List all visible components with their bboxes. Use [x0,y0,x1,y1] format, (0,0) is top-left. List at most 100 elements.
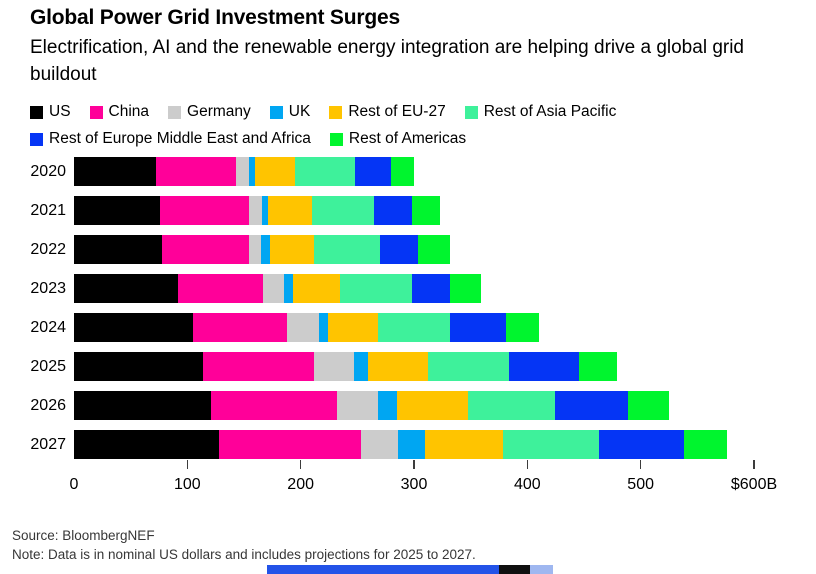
bar-segment-rest-of-europe-middle-east-and-africa [374,196,412,225]
bar-segment-rest-of-eu-27 [270,235,315,264]
year-label: 2027 [30,436,66,453]
axis-tick [526,460,529,469]
bar-segment-uk [377,391,397,420]
bar-segment-rest-of-americas [411,196,440,225]
legend-label: China [108,103,150,120]
axis-tick [413,460,415,469]
bar-segment-us [74,391,212,420]
page-subtitle: Electrification, AI and the renewable en… [30,37,745,85]
bar-segment-rest-of-europe-middle-east-and-africa [598,430,684,459]
bar-segment-rest-of-asia-pacific [503,430,599,459]
legend-label: Germany [187,103,251,120]
bar-segment-rest-of-americas [450,274,481,303]
bar-segment-china [162,235,249,264]
bar-segment-germany [314,352,354,381]
bar-segment-germany [248,196,263,225]
legend-swatch-rest-of-asia-pacific [464,105,478,119]
bar-stack [74,352,617,381]
axis-tick-label: 0 [69,476,79,493]
bar-segment-rest-of-eu-27 [292,274,341,303]
chart-row-2021: 2021 [0,196,816,225]
bar-stack [74,313,539,342]
bar-segment-germany [287,313,319,342]
chart-row-2022: 2022 [0,235,816,264]
bar-segment-rest-of-europe-middle-east-and-africa [554,391,629,420]
bar-segment-rest-of-asia-pacific [468,391,555,420]
bar-segment-us [74,157,156,186]
legend-item-rest-of-americas: Rest of Americas [329,128,466,150]
bar-segment-uk [353,352,368,381]
source-text: Source: BloombergNEF [12,528,155,543]
bar-segment-rest-of-asia-pacific [340,274,412,303]
legend-label: Rest of EU-27 [348,103,446,120]
strip-segment-1 [498,565,531,574]
bar-segment-rest-of-americas [391,157,414,186]
legend-item-germany: Germany [168,101,251,123]
bar-segment-rest-of-americas [683,430,727,459]
bar-segment-rest-of-americas [505,313,539,342]
legend-swatch-china [89,105,103,119]
bar-segment-germany [360,430,399,459]
legend-label: UK [288,103,311,120]
bar-stack [74,235,451,264]
note-text: Note: Data is in nominal US dollars and … [12,547,476,562]
bar-segment-uk [318,313,328,342]
bar-segment-china [193,313,288,342]
chart-row-2023: 2023 [0,274,816,303]
bar-segment-rest-of-eu-27 [327,313,378,342]
bar-stack [74,391,669,420]
bar-segment-us [74,313,193,342]
legend-item-rest-of-asia-pacific: Rest of Asia Pacific [464,101,616,123]
year-label: 2022 [30,241,66,258]
chart-row-2024: 2024 [0,313,816,342]
bar-segment-uk [248,157,256,186]
chart-row-2020: 2020 [0,157,816,186]
x-axis: 0 100 200 300 400 500 $600B [0,460,816,500]
legend-swatch-rest-of-europe-middle-east-and-africa [30,132,43,146]
year-label: 2021 [30,202,66,219]
bar-segment-rest-of-asia-pacific [314,235,380,264]
axis-tick [299,460,302,469]
bar-segment-rest-of-europe-middle-east-and-africa [509,352,580,381]
bar-segment-rest-of-americas [579,352,617,381]
bar-segment-china [203,352,315,381]
bar-segment-germany [336,391,378,420]
bar-segment-rest-of-europe-middle-east-and-africa [411,274,451,303]
chart-row-2026: 2026 [0,391,816,420]
bar-segment-rest-of-eu-27 [255,157,295,186]
legend-swatch-rest-of-americas [329,132,343,146]
bar-segment-uk [283,274,293,303]
legend-swatch-germany [168,105,182,119]
bar-segment-us [74,235,163,264]
legend-item-rest-of-eu-27: Rest of EU-27 [329,101,446,123]
legend-item-rest-of-europe-middle-east-and-africa: Rest of Europe Middle East and Africa [30,128,311,150]
strip-segment-2 [530,565,553,574]
bar-segment-rest-of-eu-27 [396,391,469,420]
bottom-media-strip [267,565,553,574]
bar-segment-china [178,274,264,303]
bar-segment-rest-of-europe-middle-east-and-africa [450,313,506,342]
bar-segment-rest-of-europe-middle-east-and-africa [379,235,419,264]
bar-stack [74,274,481,303]
axis-tick-label: 100 [173,476,201,493]
bar-segment-uk [260,235,271,264]
year-label: 2026 [30,397,66,414]
axis-tick-label: 300 [400,476,428,493]
bar-segment-rest-of-europe-middle-east-and-africa [355,157,392,186]
legend-label: Rest of Europe Middle East and Africa [49,130,311,147]
legend-swatch-rest-of-eu-27 [329,105,343,119]
axis-tick [186,460,189,469]
bar-segment-rest-of-americas [628,391,669,420]
axis-tick [753,460,755,469]
bar-segment-rest-of-eu-27 [267,196,312,225]
bar-stack [74,430,727,459]
bar-segment-rest-of-asia-pacific [311,196,375,225]
bar-segment-china [160,196,249,225]
bar-segment-germany [248,235,261,264]
bar-segment-us [74,196,161,225]
axis-tick-label: 400 [513,476,541,493]
legend-item-uk: UK [269,101,311,123]
page-title: Global Power Grid Investment Surges [30,6,400,29]
legend-swatch-uk [269,105,283,119]
